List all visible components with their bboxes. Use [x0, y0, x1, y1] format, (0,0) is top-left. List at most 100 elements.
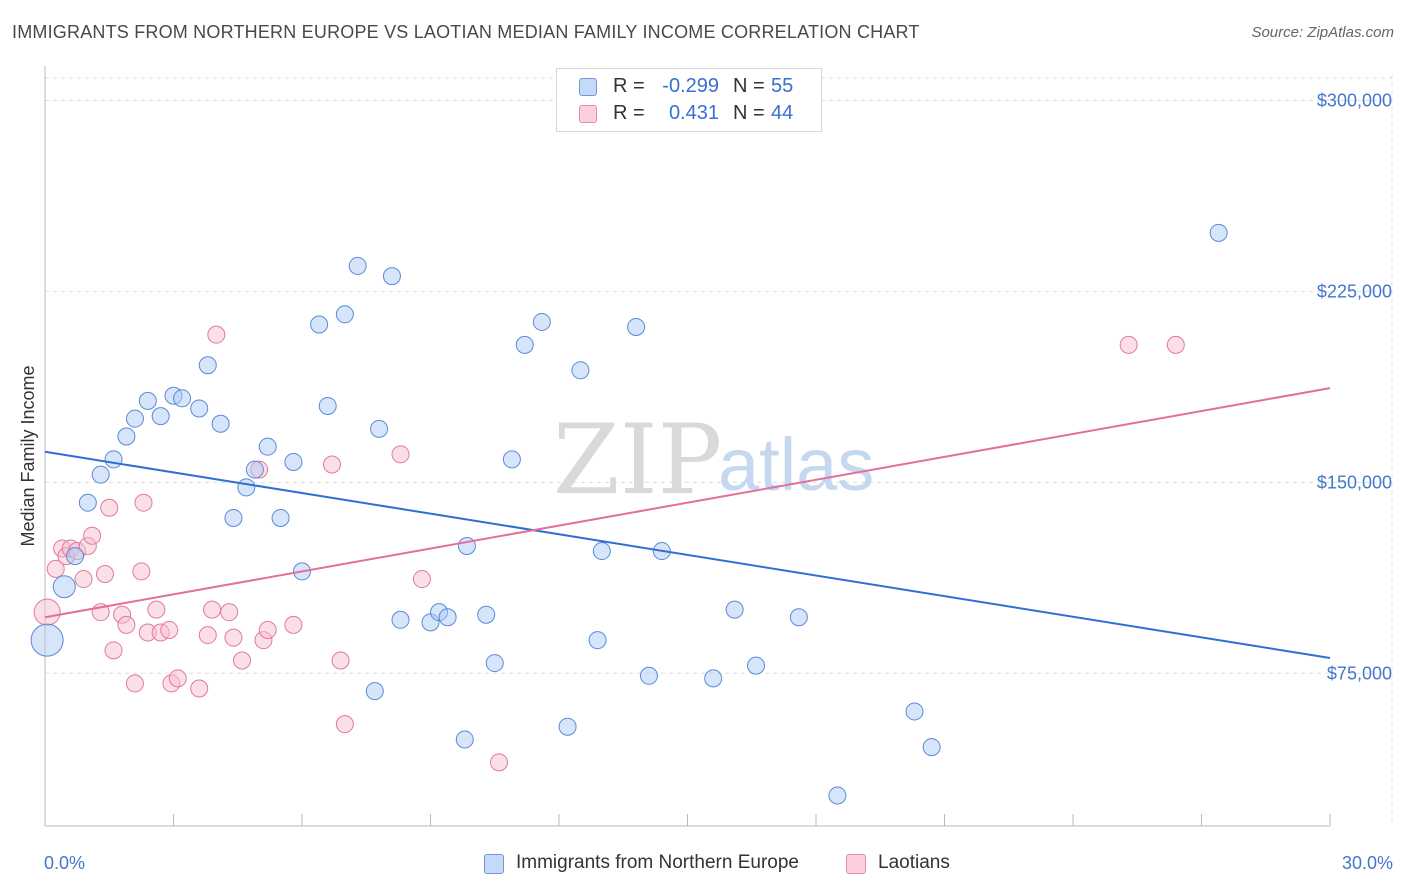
data-point-laotians	[322, 455, 341, 474]
data-point-laotians	[284, 615, 303, 634]
legend-swatch-blue	[579, 78, 597, 96]
watermark-zip: ZIP	[553, 404, 722, 516]
data-point-laotians	[117, 615, 136, 634]
data-point-laotians	[104, 641, 123, 660]
data-point-northern-europe	[237, 478, 256, 497]
legend-row-blue: R = -0.299 N = 55	[557, 73, 821, 101]
legend-r-label: R =	[613, 102, 645, 124]
data-point-northern-europe	[190, 399, 209, 418]
data-point-northern-europe	[627, 318, 646, 337]
data-point-northern-europe	[65, 547, 84, 566]
data-point-laotians	[412, 570, 431, 589]
data-point-northern-europe	[455, 730, 474, 749]
trend-line-northern-europe	[44, 450, 1331, 659]
data-point-northern-europe	[348, 256, 367, 275]
data-point-laotians	[207, 325, 226, 344]
data-point-northern-europe	[284, 452, 303, 471]
data-point-northern-europe	[30, 623, 64, 657]
legend-swatch-pink	[846, 854, 866, 874]
correlation-legend: R = -0.299 N = 55 R = 0.431 N = 44	[556, 68, 822, 132]
x-tick-label: 0.0%	[44, 853, 85, 873]
data-point-laotians	[220, 603, 239, 622]
data-point-northern-europe	[52, 575, 76, 599]
data-point-northern-europe	[725, 600, 744, 619]
data-point-laotians	[147, 600, 166, 619]
y-axis-label: Median Family Income	[18, 365, 38, 546]
data-point-northern-europe	[365, 682, 384, 701]
chart-title: IMMIGRANTS FROM NORTHERN EUROPE VS LAOTI…	[12, 22, 920, 42]
data-point-northern-europe	[592, 542, 611, 561]
data-point-northern-europe	[477, 605, 496, 624]
data-point-northern-europe	[310, 315, 329, 334]
data-point-northern-europe	[905, 702, 924, 721]
legend-n-label: N =	[733, 75, 765, 97]
data-point-northern-europe	[198, 356, 217, 375]
data-point-northern-europe	[532, 312, 551, 331]
data-point-northern-europe	[138, 391, 157, 410]
legend-n-value: 55	[771, 75, 794, 97]
points-layer	[30, 223, 1228, 805]
data-point-northern-europe	[1209, 223, 1228, 242]
data-point-laotians	[83, 526, 102, 545]
y-tick-label: $150,000	[1317, 472, 1392, 492]
legend-label: Laotians	[878, 852, 950, 873]
data-point-northern-europe	[271, 508, 290, 527]
data-point-laotians	[490, 753, 509, 772]
data-point-northern-europe	[438, 608, 457, 627]
data-point-northern-europe	[588, 631, 607, 650]
trend-layer	[44, 387, 1331, 659]
y-tick-label: $225,000	[1317, 281, 1392, 301]
data-point-laotians	[1119, 335, 1138, 354]
data-point-northern-europe	[789, 608, 808, 627]
data-point-laotians	[168, 669, 187, 688]
data-point-northern-europe	[485, 654, 504, 673]
data-point-northern-europe	[370, 419, 389, 438]
legend-swatch-blue	[484, 854, 504, 874]
data-point-northern-europe	[104, 450, 123, 469]
watermark: ZIP atlas	[553, 404, 874, 516]
data-point-laotians	[335, 715, 354, 734]
y-tick-label: $75,000	[1327, 663, 1392, 683]
data-point-laotians	[258, 620, 277, 639]
data-point-laotians	[132, 562, 151, 581]
data-point-northern-europe	[258, 437, 277, 456]
data-point-laotians	[125, 674, 144, 693]
data-point-northern-europe	[391, 610, 410, 629]
data-point-laotians	[74, 570, 93, 589]
data-point-northern-europe	[502, 450, 521, 469]
label-layer: $75,000 $150,000 $225,000 $300,000 0.0% 30.0%…	[18, 90, 1393, 873]
data-point-laotians	[100, 498, 119, 517]
data-point-laotians	[190, 679, 209, 698]
data-point-northern-europe	[922, 738, 941, 757]
data-point-northern-europe	[515, 335, 534, 354]
data-point-laotians	[95, 564, 114, 583]
chart-source: Source: ZipAtlas.com	[1251, 24, 1394, 41]
legend-r-value: 0.431	[668, 102, 719, 124]
data-point-laotians	[331, 651, 350, 670]
data-point-northern-europe	[828, 786, 847, 805]
series-legend: Immigrants from Northern Europe Laotians	[0, 852, 1406, 878]
data-point-laotians	[160, 620, 179, 639]
data-point-laotians	[198, 626, 217, 645]
legend-r-value: -0.299	[662, 75, 719, 97]
legend-n-label: N =	[733, 102, 765, 124]
legend-label: Immigrants from Northern Europe	[516, 852, 799, 873]
data-point-laotians	[233, 651, 252, 670]
y-tick-label: $300,000	[1317, 90, 1392, 110]
data-point-northern-europe	[704, 669, 723, 688]
data-point-northern-europe	[173, 389, 192, 408]
axis-layer	[44, 66, 1331, 827]
legend-r-label: R =	[613, 75, 645, 97]
data-point-northern-europe	[125, 409, 144, 428]
data-point-laotians	[224, 628, 243, 647]
data-point-northern-europe	[335, 305, 354, 324]
data-point-northern-europe	[382, 267, 401, 286]
data-point-laotians	[391, 445, 410, 464]
data-point-northern-europe	[558, 717, 577, 736]
data-point-laotians	[134, 493, 153, 512]
data-point-laotians	[46, 559, 65, 578]
data-point-northern-europe	[747, 656, 766, 675]
x-tick-label: 30.0%	[1342, 853, 1393, 873]
trend-line-laotians	[44, 387, 1331, 619]
